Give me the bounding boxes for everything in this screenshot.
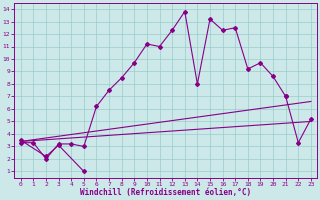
X-axis label: Windchill (Refroidissement éolien,°C): Windchill (Refroidissement éolien,°C) bbox=[80, 188, 252, 197]
